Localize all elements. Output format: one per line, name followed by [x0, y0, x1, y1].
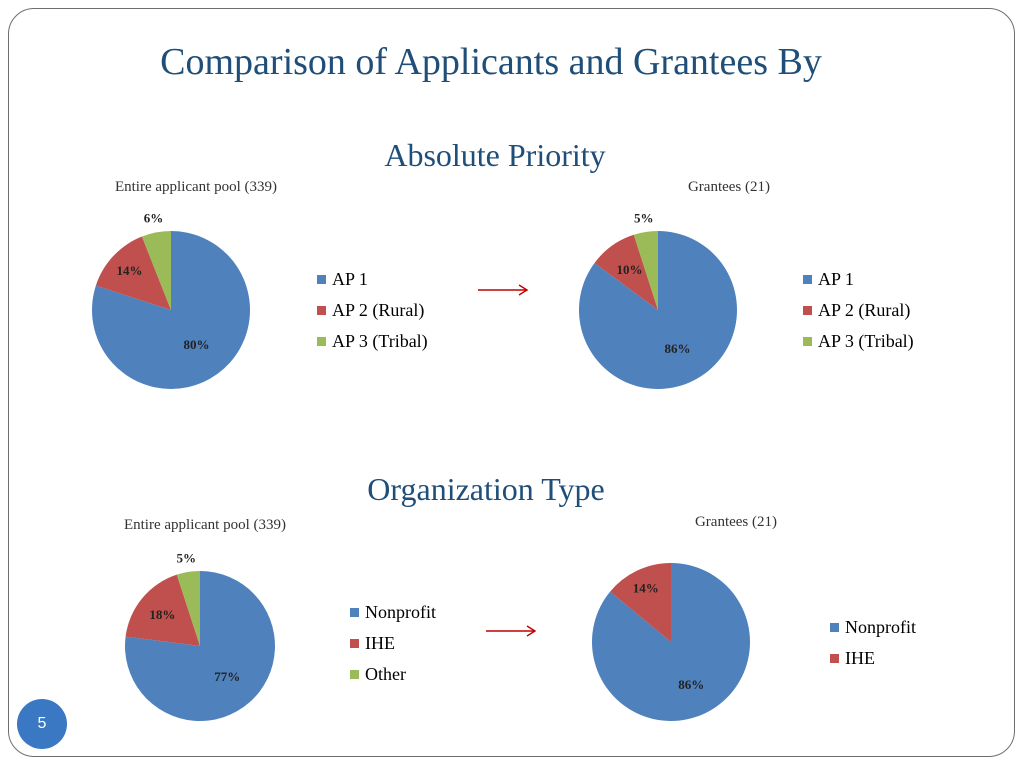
- pie-slice-ap-2-rural: [95, 236, 171, 310]
- pie-slice-ap-1: [578, 231, 737, 389]
- chart-title-applicant-pool-orgtype: Entire applicant pool (339): [123, 517, 287, 533]
- legend-item: IHE: [350, 628, 436, 659]
- legend-item: Nonprofit: [350, 597, 436, 628]
- legend-swatch: [350, 670, 359, 679]
- legend-swatch: [803, 306, 812, 315]
- legend-grantees-priority: AP 1 AP 2 (Rural) AP 3 (Tribal): [803, 264, 914, 357]
- legend-item: AP 1: [803, 264, 914, 295]
- pie-slice-ihe: [610, 563, 671, 642]
- section-title-absolute-priority: Absolute Priority: [384, 137, 606, 173]
- legend-grantees-orgtype: Nonprofit IHE: [830, 612, 916, 674]
- pie-data-label: 86%: [678, 677, 704, 692]
- pie-slice-other: [176, 571, 200, 646]
- section-title-organization-type: Organization Type: [367, 471, 605, 507]
- legend-swatch: [350, 639, 359, 648]
- legend-label: AP 1: [818, 269, 854, 289]
- pie-chart-grantees-orgtype: 86% 14%: [591, 563, 750, 721]
- legend-label: AP 2 (Rural): [818, 300, 911, 320]
- pie-data-label: 14%: [633, 580, 659, 595]
- legend-label: AP 1: [332, 269, 368, 289]
- pie-chart-applicant-pool-priority: 80% 14% 6%: [92, 210, 251, 389]
- legend-swatch: [350, 608, 359, 617]
- pie-slice-ap-2-rural: [594, 234, 658, 310]
- legend-item: AP 1: [317, 264, 428, 295]
- pie-slice-ap-3-tribal: [633, 231, 658, 310]
- chart-title-grantees-priority: Grantees (21): [687, 179, 771, 195]
- chart-title-applicant-pool-priority: Entire applicant pool (339): [114, 179, 278, 195]
- pie-slice-ap-3-tribal: [141, 231, 171, 310]
- legend-label: Nonprofit: [845, 617, 916, 637]
- legend-label: AP 3 (Tribal): [332, 331, 428, 351]
- legend-item: IHE: [830, 643, 916, 674]
- legend-label: AP 3 (Tribal): [818, 331, 914, 351]
- pie-data-label: 86%: [665, 341, 691, 356]
- chart-title-grantees-orgtype: Grantees (21): [694, 514, 778, 530]
- pie-data-label: 5%: [634, 211, 654, 226]
- legend-swatch: [830, 623, 839, 632]
- pie-data-label: 77%: [214, 669, 240, 684]
- pie-data-label: 80%: [184, 337, 210, 352]
- pie-slice-ap-1: [92, 231, 251, 389]
- arrow-right-icon: [486, 625, 537, 637]
- legend-label: AP 2 (Rural): [332, 300, 425, 320]
- slide-title: Comparison of Applicants and Grantees By: [160, 41, 822, 83]
- legend-swatch: [803, 337, 812, 346]
- pie-data-label: 18%: [149, 607, 175, 622]
- legend-swatch: [317, 306, 326, 315]
- pie-chart-applicant-pool-orgtype: 77% 18% 5%: [124, 551, 275, 721]
- legend-item: Other: [350, 659, 436, 690]
- legend-item: AP 2 (Rural): [317, 295, 428, 326]
- legend-label: Other: [365, 664, 406, 684]
- pie-chart-grantees-priority: 86% 10% 5%: [578, 211, 737, 389]
- legend-swatch: [803, 275, 812, 284]
- legend-label: IHE: [365, 633, 395, 653]
- page-number-badge: 5: [17, 699, 67, 749]
- legend-item: Nonprofit: [830, 612, 916, 643]
- legend-swatch: [317, 337, 326, 346]
- pie-data-label: 14%: [117, 263, 143, 278]
- pie-data-label: 6%: [144, 210, 164, 225]
- legend-item: AP 3 (Tribal): [317, 326, 428, 357]
- legend-applicant-pool-orgtype: Nonprofit IHE Other: [350, 597, 436, 690]
- legend-swatch: [830, 654, 839, 663]
- slide-frame: [8, 8, 1015, 757]
- pie-slice-nonprofit: [591, 563, 750, 721]
- legend-item: AP 3 (Tribal): [803, 326, 914, 357]
- legend-label: IHE: [845, 648, 875, 668]
- legend-item: AP 2 (Rural): [803, 295, 914, 326]
- legend-label: Nonprofit: [365, 602, 436, 622]
- pie-slice-nonprofit: [124, 571, 275, 721]
- pie-data-label: 5%: [176, 551, 196, 566]
- pie-data-label: 10%: [617, 262, 643, 277]
- pie-slice-ihe: [125, 574, 200, 646]
- legend-swatch: [317, 275, 326, 284]
- legend-applicant-pool-priority: AP 1 AP 2 (Rural) AP 3 (Tribal): [317, 264, 428, 357]
- arrow-right-icon: [478, 284, 529, 296]
